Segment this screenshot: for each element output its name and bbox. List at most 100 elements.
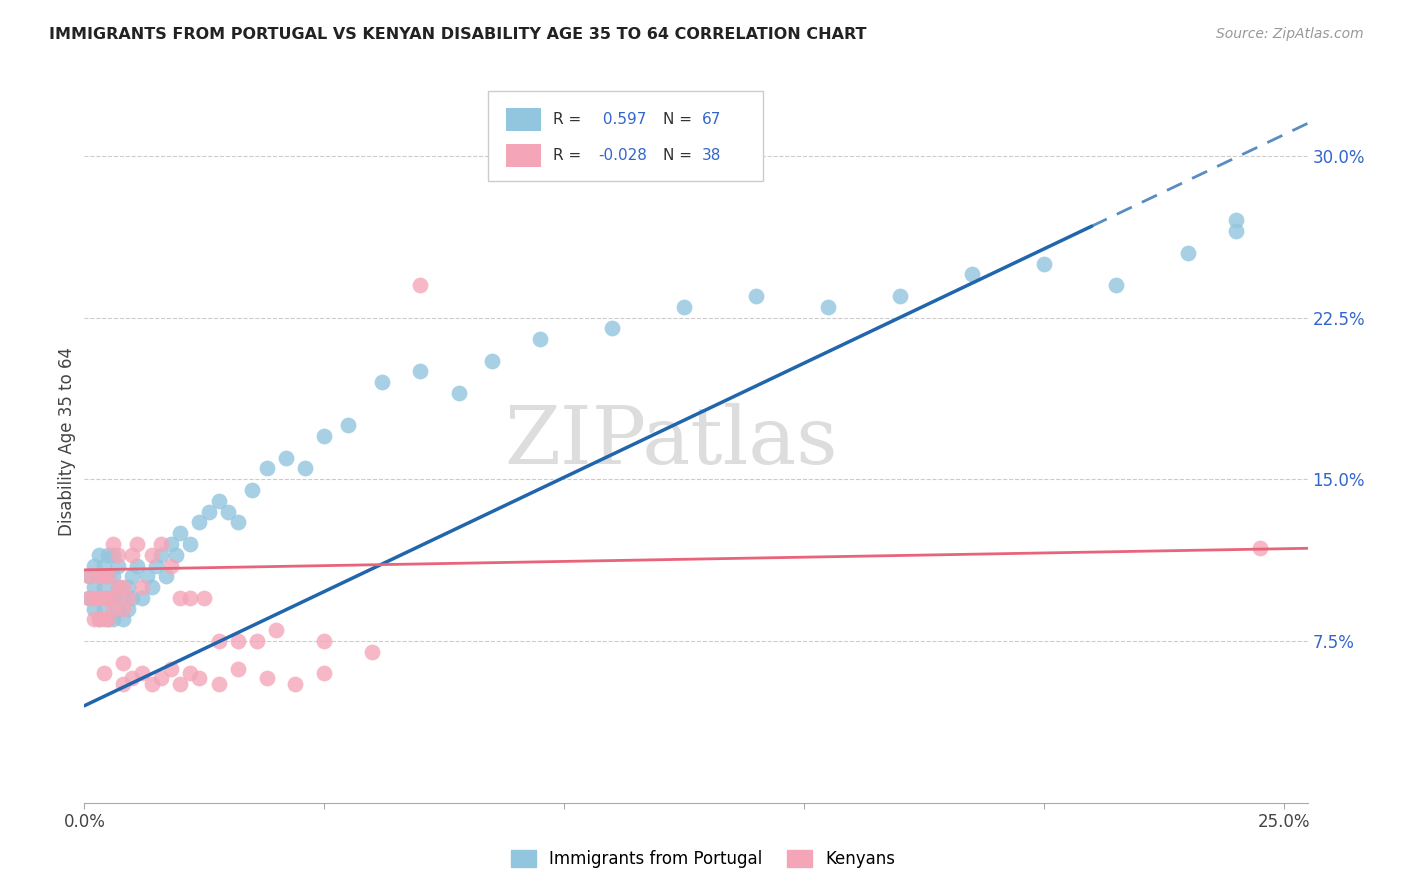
Point bbox=[1225, 213, 1247, 227]
Point bbox=[87, 548, 110, 562]
Point bbox=[256, 671, 278, 685]
Point bbox=[93, 580, 115, 594]
Point bbox=[107, 558, 129, 573]
Point bbox=[246, 634, 269, 648]
Point bbox=[77, 569, 100, 583]
Point bbox=[371, 376, 394, 390]
Point bbox=[447, 386, 470, 401]
Point bbox=[960, 268, 983, 282]
Point bbox=[179, 537, 201, 551]
Point bbox=[127, 558, 149, 573]
Point bbox=[145, 558, 167, 573]
Point bbox=[337, 418, 360, 433]
Point bbox=[77, 591, 100, 605]
Point bbox=[198, 505, 221, 519]
Point bbox=[1105, 278, 1128, 293]
Point bbox=[101, 548, 124, 562]
Point bbox=[179, 666, 201, 681]
Point bbox=[159, 537, 181, 551]
Point bbox=[226, 516, 249, 530]
Text: R =: R = bbox=[553, 148, 586, 163]
Point bbox=[409, 364, 432, 378]
Point bbox=[226, 634, 249, 648]
Point bbox=[314, 634, 336, 648]
Point bbox=[159, 558, 181, 573]
Point bbox=[159, 662, 181, 676]
Point bbox=[127, 537, 149, 551]
Point bbox=[87, 569, 110, 583]
Point bbox=[93, 569, 115, 583]
Point bbox=[264, 624, 287, 638]
Point bbox=[87, 612, 110, 626]
Point bbox=[208, 493, 231, 508]
Point bbox=[107, 601, 129, 615]
Point bbox=[97, 591, 120, 605]
Point bbox=[101, 591, 124, 605]
Point bbox=[481, 353, 503, 368]
Point bbox=[169, 677, 191, 691]
Point bbox=[97, 548, 120, 562]
Point bbox=[529, 332, 551, 346]
Point bbox=[672, 300, 695, 314]
Point bbox=[208, 634, 231, 648]
Point bbox=[188, 671, 211, 685]
Point bbox=[107, 580, 129, 594]
Point bbox=[121, 671, 143, 685]
Point bbox=[817, 300, 839, 314]
Point bbox=[111, 580, 134, 594]
Point bbox=[361, 645, 384, 659]
Point bbox=[240, 483, 263, 497]
Point bbox=[745, 289, 768, 303]
Legend: Immigrants from Portugal, Kenyans: Immigrants from Portugal, Kenyans bbox=[503, 843, 903, 875]
Point bbox=[77, 591, 100, 605]
Point bbox=[1032, 257, 1054, 271]
Point bbox=[93, 558, 115, 573]
Point bbox=[111, 677, 134, 691]
Point bbox=[131, 580, 153, 594]
Point bbox=[93, 666, 115, 681]
Text: IMMIGRANTS FROM PORTUGAL VS KENYAN DISABILITY AGE 35 TO 64 CORRELATION CHART: IMMIGRANTS FROM PORTUGAL VS KENYAN DISAB… bbox=[49, 27, 866, 42]
Point bbox=[314, 666, 336, 681]
Point bbox=[141, 677, 163, 691]
Point bbox=[188, 516, 211, 530]
Text: R =: R = bbox=[553, 112, 586, 127]
Point bbox=[314, 429, 336, 443]
Point bbox=[87, 612, 110, 626]
Point bbox=[169, 526, 191, 541]
Point bbox=[101, 591, 124, 605]
Point bbox=[111, 591, 134, 605]
Point bbox=[256, 461, 278, 475]
Point bbox=[87, 591, 110, 605]
Point bbox=[111, 612, 134, 626]
Point bbox=[141, 580, 163, 594]
Point bbox=[179, 591, 201, 605]
Point bbox=[83, 580, 105, 594]
Point bbox=[97, 612, 120, 626]
FancyBboxPatch shape bbox=[506, 108, 541, 131]
Text: ZIPatlas: ZIPatlas bbox=[505, 402, 838, 481]
Point bbox=[83, 601, 105, 615]
Point bbox=[93, 601, 115, 615]
Point bbox=[1177, 245, 1199, 260]
Point bbox=[117, 591, 139, 605]
Text: N =: N = bbox=[664, 148, 697, 163]
Point bbox=[107, 548, 129, 562]
Point bbox=[117, 580, 139, 594]
Y-axis label: Disability Age 35 to 64: Disability Age 35 to 64 bbox=[58, 347, 76, 536]
Point bbox=[97, 569, 120, 583]
Point bbox=[93, 612, 115, 626]
Point bbox=[121, 569, 143, 583]
Text: -0.028: -0.028 bbox=[598, 148, 647, 163]
Point bbox=[141, 548, 163, 562]
Point bbox=[131, 591, 153, 605]
Point bbox=[83, 591, 105, 605]
Point bbox=[284, 677, 307, 691]
Point bbox=[274, 450, 297, 465]
Point bbox=[117, 601, 139, 615]
Point bbox=[111, 601, 134, 615]
Point bbox=[93, 591, 115, 605]
Point bbox=[150, 537, 173, 551]
Point bbox=[1225, 224, 1247, 238]
Point bbox=[111, 656, 134, 670]
Point bbox=[150, 548, 173, 562]
